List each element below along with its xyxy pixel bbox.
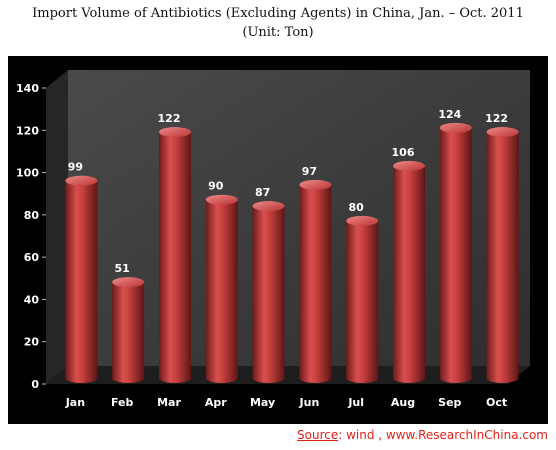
y-tick-label: 80: [24, 209, 40, 222]
bar-apr: [205, 199, 238, 383]
x-tick-label-sep: Sep: [438, 396, 461, 409]
y-tick-label: 120: [16, 124, 39, 137]
bar-jan: [65, 180, 98, 383]
bar-may: [252, 206, 285, 383]
data-label-apr: 90: [208, 180, 224, 193]
x-tick-label-mar: Mar: [157, 396, 181, 409]
x-tick-label-jun: Jun: [299, 396, 320, 409]
source-label[interactable]: Source: [297, 428, 339, 442]
bar-aug: [393, 165, 425, 383]
y-tick-label: 20: [24, 336, 40, 349]
data-label-sep: 124: [438, 108, 461, 121]
bar-top-apr: [205, 194, 238, 205]
bar-top-jun: [299, 179, 332, 190]
bar-oct: [486, 132, 519, 383]
bar-top-aug: [393, 160, 425, 171]
chart-title: Import Volume of Antibiotics (Excluding …: [32, 6, 524, 21]
data-label-aug: 106: [392, 146, 415, 159]
data-label-oct: 122: [485, 112, 508, 125]
y-tick-label: 40: [24, 293, 40, 306]
bar-mar: [159, 132, 191, 383]
y-tick-label: 140: [16, 82, 39, 95]
x-tick-label-feb: Feb: [111, 396, 134, 409]
data-label-feb: 51: [115, 262, 130, 275]
data-label-jan: 99: [68, 161, 83, 174]
bar-top-feb: [112, 277, 145, 288]
side-wall: [46, 70, 68, 384]
data-label-jul: 80: [349, 201, 365, 214]
x-tick-label-oct: Oct: [486, 396, 507, 409]
source-note: Source: wind , www.ResearchInChina.com: [297, 428, 548, 442]
bar-top-oct: [486, 127, 519, 138]
chart-title-block: Import Volume of Antibiotics (Excluding …: [0, 4, 556, 42]
bar-top-jul: [346, 215, 379, 226]
x-tick-label-jul: Jul: [347, 396, 364, 409]
data-label-mar: 122: [158, 112, 181, 125]
x-tick-label-apr: Apr: [205, 396, 227, 409]
bar-jul: [346, 220, 379, 383]
bar-top-sep: [439, 122, 472, 133]
bar-sep: [439, 127, 472, 383]
source-text: : wind , www.ResearchInChina.com: [338, 428, 548, 442]
bar-feb: [112, 282, 145, 383]
bar-jun: [299, 184, 332, 383]
data-label-jun: 97: [302, 165, 317, 178]
bar-top-mar: [159, 127, 191, 138]
x-tick-label-jan: Jan: [65, 396, 85, 409]
x-tick-label-aug: Aug: [391, 396, 415, 409]
y-tick-label: 60: [24, 251, 40, 264]
x-tick-label-may: May: [250, 396, 275, 409]
bar-top-may: [252, 201, 285, 212]
chart-subtitle: (Unit: Ton): [242, 25, 314, 40]
y-tick-label: 100: [16, 167, 39, 180]
y-tick-label: 0: [31, 378, 39, 391]
bar-top-jan: [65, 175, 98, 186]
data-label-may: 87: [255, 186, 270, 199]
